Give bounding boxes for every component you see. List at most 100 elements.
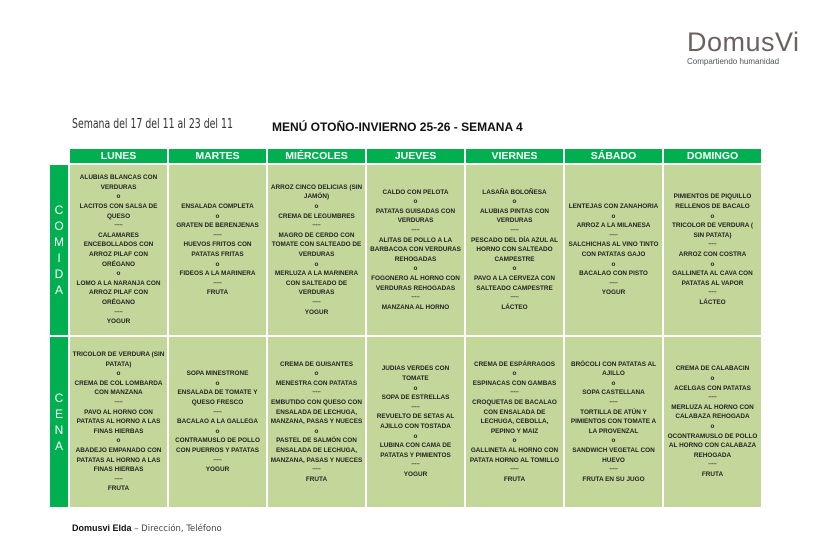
dish: CREMA DE CALABACIN	[675, 365, 750, 373]
dish: LUBINA CON CAMA DE PATATAS Y PIMIENTOS	[379, 442, 452, 459]
dish: ACELGAS CON PATATAS	[674, 384, 751, 392]
dish: CREMA DE ESPÁRRAGOS	[473, 360, 556, 368]
day-header-0: LUNES	[68, 147, 169, 165]
dish: ARROZ A LA MILANESA	[576, 222, 651, 230]
dish: YOGUR	[403, 470, 428, 478]
dish: TORTILLA DE ATÚN Y PIMIENTOS CON TOMATE …	[570, 408, 657, 435]
dish: ALUBIAS BLANCAS CON VERDURAS	[79, 174, 158, 191]
or-separator: o	[413, 384, 418, 392]
or-separator: o	[116, 270, 121, 278]
course-separator: -----	[510, 227, 519, 234]
or-separator: o	[413, 198, 418, 206]
dish: CALDO CON PELOTA	[382, 188, 449, 196]
meal-label-cell: CENA	[48, 335, 70, 509]
course-separator: -----	[312, 389, 321, 396]
dish: LÁCTEO	[699, 298, 726, 306]
meal-label: CENA	[54, 391, 64, 453]
menu-cell: TRICOLOR DE VERDURA (SIN PATATA) o CREMA D…	[68, 335, 169, 509]
dish: FOGONERO AL HORNO CON VERDURAS REHOGADAS	[371, 274, 460, 292]
menu-cell: LENTEJAS CON ZANAHORIA o ARROZ A LA MILANE…	[563, 163, 664, 337]
or-separator: o	[710, 423, 715, 430]
course-separator: -----	[114, 399, 123, 406]
dish: ESPINACAS CON GAMBAS	[472, 379, 557, 387]
dish: ALITAS DE POLLO A LA BARBACOA CON VERDUR…	[370, 236, 461, 263]
menu-cell: ALUBIAS BLANCAS CON VERDURAS o LACITOS CON…	[68, 163, 169, 337]
dish: BACALAO A LA GALLEGA	[177, 418, 258, 426]
menu-table: LUNES MARTES MIÉRCOLES JUEVES VIERNES SÁBADO D…	[48, 147, 763, 509]
course-separator: -----	[609, 466, 618, 473]
or-separator: o	[314, 203, 319, 211]
dish: CROQUETAS DE BACALAO CON ENSALADA DE LEC…	[472, 399, 557, 435]
dish: PESCADO DEL DÍA AZUL AL HORNO CON SALTEA…	[470, 236, 559, 263]
footer-center-name: Domusvi Elda	[72, 523, 132, 533]
dish: CALAMARES ENCEBOLLADOS CON ARROZ PILAF C…	[83, 231, 154, 268]
day-header-1: MARTES	[167, 147, 268, 165]
logo-wordmark: DomusVi	[687, 27, 800, 57]
or-separator: o	[710, 212, 715, 220]
domusvi-logo: DomusVi Compartiendo humanidad	[687, 28, 800, 66]
course-separator: -----	[609, 279, 618, 286]
dish: CREMA DE GUISANTES	[280, 360, 353, 368]
day-header-6: DOMINGO	[662, 147, 763, 165]
dish: ABADEJO EMPANADO CON PATATAS AL HORNO A …	[75, 446, 162, 474]
course-separator: -----	[411, 461, 420, 468]
or-separator: o	[611, 212, 616, 220]
dish: TRICOLOR DE VERDURA ( SIN PATATA)	[671, 222, 754, 239]
menu-cell: ENSALADA COMPLETA o GRATEN DE BERENJENAS --…	[167, 163, 268, 337]
dish: OCONTRAMUSLO DE POLLO AL HORNO CON CALAB…	[667, 432, 758, 459]
menu-cell: CREMA DE ESPÁRRAGOS o ESPINACAS CON GAMBAS…	[464, 335, 565, 509]
dish: LÁCTEO	[501, 303, 528, 311]
or-separator: o	[116, 193, 121, 201]
logo-tagline: Compartiendo humanidad	[687, 57, 780, 66]
menu-cell: CREMA DE GUISANTES o MENESTRA CON PATATAS -…	[266, 335, 367, 509]
dish: MANZANA AL HORNO	[381, 303, 450, 311]
dish: SANDWICH VEGETAL CON HUEVO	[572, 446, 655, 464]
dish: SOPA CASTELLANA	[582, 389, 645, 397]
course-separator: -----	[708, 394, 717, 401]
or-separator: o	[710, 375, 715, 383]
or-separator: o	[512, 265, 517, 273]
course-separator: -----	[708, 461, 717, 468]
dish: ALUBIAS PINTAS CON VERDURAS	[479, 207, 550, 225]
course-separator: -----	[609, 231, 618, 238]
dish: LOMO A LA NARANJA CON ARROZ PILAF CON OR…	[76, 279, 161, 306]
or-separator: o	[314, 260, 319, 268]
course-separator: -----	[609, 399, 618, 406]
dish: PATATAS GUISADAS CON VERDURAS	[375, 207, 456, 225]
dish: YOGUR	[205, 466, 230, 474]
menu-title: MENÚ OTOÑO-INVIERNO 25-26 - SEMANA 4	[272, 120, 523, 134]
dish: YOGUR	[601, 289, 626, 297]
course-separator: -----	[213, 279, 222, 286]
week-label: Semana del 17 del 11 al 23 del 11	[72, 117, 233, 132]
dish: GRATEN DE BERENJENAS	[176, 222, 259, 230]
meal-row-comida: COMIDA ALUBIAS BLANCAS CON VERDURAS o LACIT…	[48, 163, 763, 337]
dish: CONTRAMUSLO DE POLLO CON PUERROS Y PATAT…	[175, 437, 260, 454]
day-header-5: SÁBADO	[563, 147, 664, 165]
course-separator: -----	[114, 222, 123, 229]
or-separator: o	[512, 198, 517, 206]
course-separator: -----	[114, 475, 123, 482]
dish: PIMIENTOS DE PIQUILLO RELLENOS DE BACALO	[673, 193, 752, 211]
dish: CREMA DE COL LOMBARDA CON MANZANA	[74, 379, 163, 397]
dish: FRUTA	[503, 475, 526, 483]
dish: YOGUR	[106, 318, 131, 326]
dish: PAVO A LA CERVEZA CON SALTEADO CAMPESTRE	[473, 274, 556, 292]
dish: FIDEOS A LA MARINERA	[179, 270, 256, 278]
dish: FRUTA	[305, 475, 328, 483]
menu-cell: ARROZ CINCO DELICIAS (SIN JAMÓN) o CREMA D…	[266, 163, 367, 337]
course-separator: -----	[510, 466, 519, 473]
dish: SOPA MINESTRONE	[186, 370, 249, 378]
dish: ARROZ CON COSTRA	[678, 251, 747, 258]
dish: ENSALADA DE TOMATE Y QUESO FRESCO	[177, 389, 258, 407]
menu-cell: SOPA MINESTRONE o ENSALADA DE TOMATE Y QUE…	[167, 335, 268, 509]
meal-label: COMIDA	[54, 203, 64, 297]
or-separator: o	[314, 370, 319, 378]
dish: LENTEJAS CON ZANAHORIA	[568, 203, 659, 211]
dish: MERLUZA A LA MARINERA CON SALTEADO DE VE…	[274, 270, 359, 297]
dish: LACITOS CON SALSA DE QUESO	[79, 203, 158, 220]
or-separator: o	[413, 432, 418, 440]
or-separator: o	[413, 265, 418, 273]
footer: Domusvi Elda – Dirección, Teléfono	[72, 523, 222, 534]
or-separator: o	[611, 379, 616, 387]
or-separator: o	[611, 260, 616, 268]
